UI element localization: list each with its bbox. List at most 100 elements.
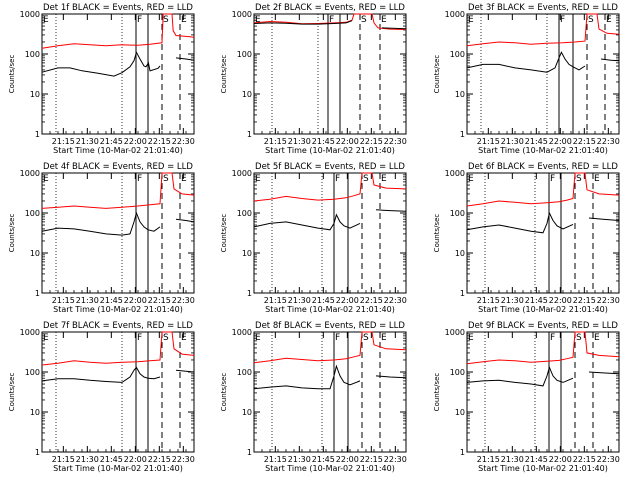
plot-frame xyxy=(253,13,407,135)
y-tick-label: 1000 xyxy=(232,169,252,178)
x-tick-label: 21:45 xyxy=(100,296,123,305)
x-tick-label: 22:00 xyxy=(336,296,359,305)
series-line-lld xyxy=(466,172,620,207)
x-tick-label: 21:15 xyxy=(264,296,287,305)
panel-det-6: Det 6f BLACK = Events, RED = LLD 1 10 100 10… xyxy=(433,162,620,314)
y-tick-label: 100 xyxy=(237,368,252,377)
y-tick-label: 10 xyxy=(30,249,40,258)
x-tick-label: 22:15 xyxy=(573,455,596,464)
x-tick-label: 22:00 xyxy=(549,137,572,146)
y-tick-label: 10 xyxy=(242,90,252,99)
series-line-events xyxy=(41,50,195,77)
x-tick-label: 21:15 xyxy=(264,455,287,464)
x-tick-label: 22:15 xyxy=(360,455,383,464)
event-marker-label: E xyxy=(594,333,600,343)
event-marker-label: S xyxy=(163,15,169,25)
x-tick-label: 22:00 xyxy=(124,296,147,305)
event-marker-label: E xyxy=(606,15,612,25)
y-axis-label: Counts/sec xyxy=(220,55,228,94)
x-tick-label: 22:30 xyxy=(172,455,195,464)
event-marker-label: F xyxy=(335,174,340,184)
series-line-lld xyxy=(253,172,407,202)
x-tick-label: 21:45 xyxy=(312,455,335,464)
y-axis-label: Counts/sec xyxy=(433,373,441,412)
y-tick-label: 10 xyxy=(242,408,252,417)
event-marker-label: F xyxy=(329,15,334,25)
x-tick-label: 22:30 xyxy=(384,455,407,464)
y-axis-label: Counts/sec xyxy=(8,214,16,253)
x-tick-label: 21:30 xyxy=(288,137,311,146)
y-tick-label: 100 xyxy=(237,209,252,218)
x-axis-label: Start Time (10-Mar-02 21:01:40) xyxy=(53,146,183,155)
y-tick-label: 100 xyxy=(237,50,252,59)
x-tick-label: 21:45 xyxy=(312,296,335,305)
panel-title: Det 5f BLACK = Events, RED = LLD xyxy=(255,162,405,172)
y-tick-label: 1000 xyxy=(445,328,465,337)
event-marker-label: E xyxy=(381,174,387,184)
x-tick-label: 22:15 xyxy=(148,137,171,146)
y-tick-label: 1000 xyxy=(20,10,40,19)
x-tick-label: 21:45 xyxy=(100,455,123,464)
y-axis-label: Counts/sec xyxy=(220,373,228,412)
x-tick-label: 22:00 xyxy=(336,455,359,464)
y-tick-label: 1 xyxy=(35,289,40,298)
x-tick-label: 22:00 xyxy=(549,455,572,464)
event-marker-label: E xyxy=(181,15,187,25)
panel-title: Det 1f BLACK = Events, RED = LLD xyxy=(43,3,193,13)
y-tick-label: 100 xyxy=(25,368,40,377)
series-line-events xyxy=(253,209,407,231)
y-tick-label: 100 xyxy=(25,209,40,218)
event-marker-label: F xyxy=(550,174,555,184)
event-marker-label: E xyxy=(381,15,387,25)
y-tick-label: 10 xyxy=(455,249,465,258)
y-tick-label: 100 xyxy=(450,368,465,377)
x-tick-label: 22:15 xyxy=(360,137,383,146)
y-tick-label: 1 xyxy=(247,448,252,457)
x-tick-label: 21:15 xyxy=(477,137,500,146)
panel-title: Det 7f BLACK = Events, RED = LLD xyxy=(43,321,193,331)
event-marker-label: S xyxy=(363,333,369,343)
y-tick-label: 1000 xyxy=(20,169,40,178)
x-tick-label: 21:30 xyxy=(76,296,99,305)
series-line-lld xyxy=(253,13,407,30)
x-tick-label: 22:15 xyxy=(148,455,171,464)
event-marker-label: S xyxy=(576,333,582,343)
event-marker-label: E xyxy=(255,174,261,184)
y-tick-label: 1 xyxy=(35,448,40,457)
event-marker-label: F xyxy=(335,333,340,343)
y-tick-label: 10 xyxy=(30,90,40,99)
event-marker-label: S xyxy=(163,333,169,343)
y-axis-label: Counts/sec xyxy=(8,55,16,94)
series-line-lld xyxy=(466,331,620,365)
event-marker-label: E xyxy=(181,174,187,184)
series-line-events xyxy=(466,211,620,234)
y-tick-label: 10 xyxy=(455,90,465,99)
event-marker-label: E xyxy=(468,333,474,343)
event-marker-label: S xyxy=(588,15,594,25)
x-tick-label: 21:15 xyxy=(477,296,500,305)
plot-frame xyxy=(253,172,407,294)
event-marker-label: E xyxy=(43,174,49,184)
x-tick-label: 22:30 xyxy=(384,296,407,305)
event-marker-label: S xyxy=(361,15,367,25)
x-tick-label: 22:30 xyxy=(597,455,620,464)
y-tick-label: 100 xyxy=(450,50,465,59)
y-tick-label: 1 xyxy=(460,448,465,457)
series-line-events xyxy=(253,364,407,390)
x-axis-label: Start Time (10-Mar-02 21:01:40) xyxy=(478,305,608,314)
panel-det-4: Det 4f BLACK = Events, RED = LLD 1 10 100 10… xyxy=(8,162,195,314)
event-marker-label: E xyxy=(381,333,387,343)
x-tick-label: 22:00 xyxy=(336,137,359,146)
y-tick-label: 10 xyxy=(30,408,40,417)
panel-det-5: Det 5f BLACK = Events, RED = LLD 1 10 100 10… xyxy=(220,162,407,314)
panel-title: Det 4f BLACK = Events, RED = LLD xyxy=(43,162,193,172)
y-tick-label: 10 xyxy=(242,249,252,258)
x-axis-label: Start Time (10-Mar-02 21:01:40) xyxy=(478,146,608,155)
x-tick-label: 22:30 xyxy=(172,296,195,305)
x-tick-label: 22:15 xyxy=(148,296,171,305)
x-axis-label: Start Time (10-Mar-02 21:01:40) xyxy=(53,305,183,314)
x-tick-label: 22:00 xyxy=(549,296,572,305)
panel-title: Det 8f BLACK = Events, RED = LLD xyxy=(255,321,405,331)
series-line-lld xyxy=(41,331,195,366)
